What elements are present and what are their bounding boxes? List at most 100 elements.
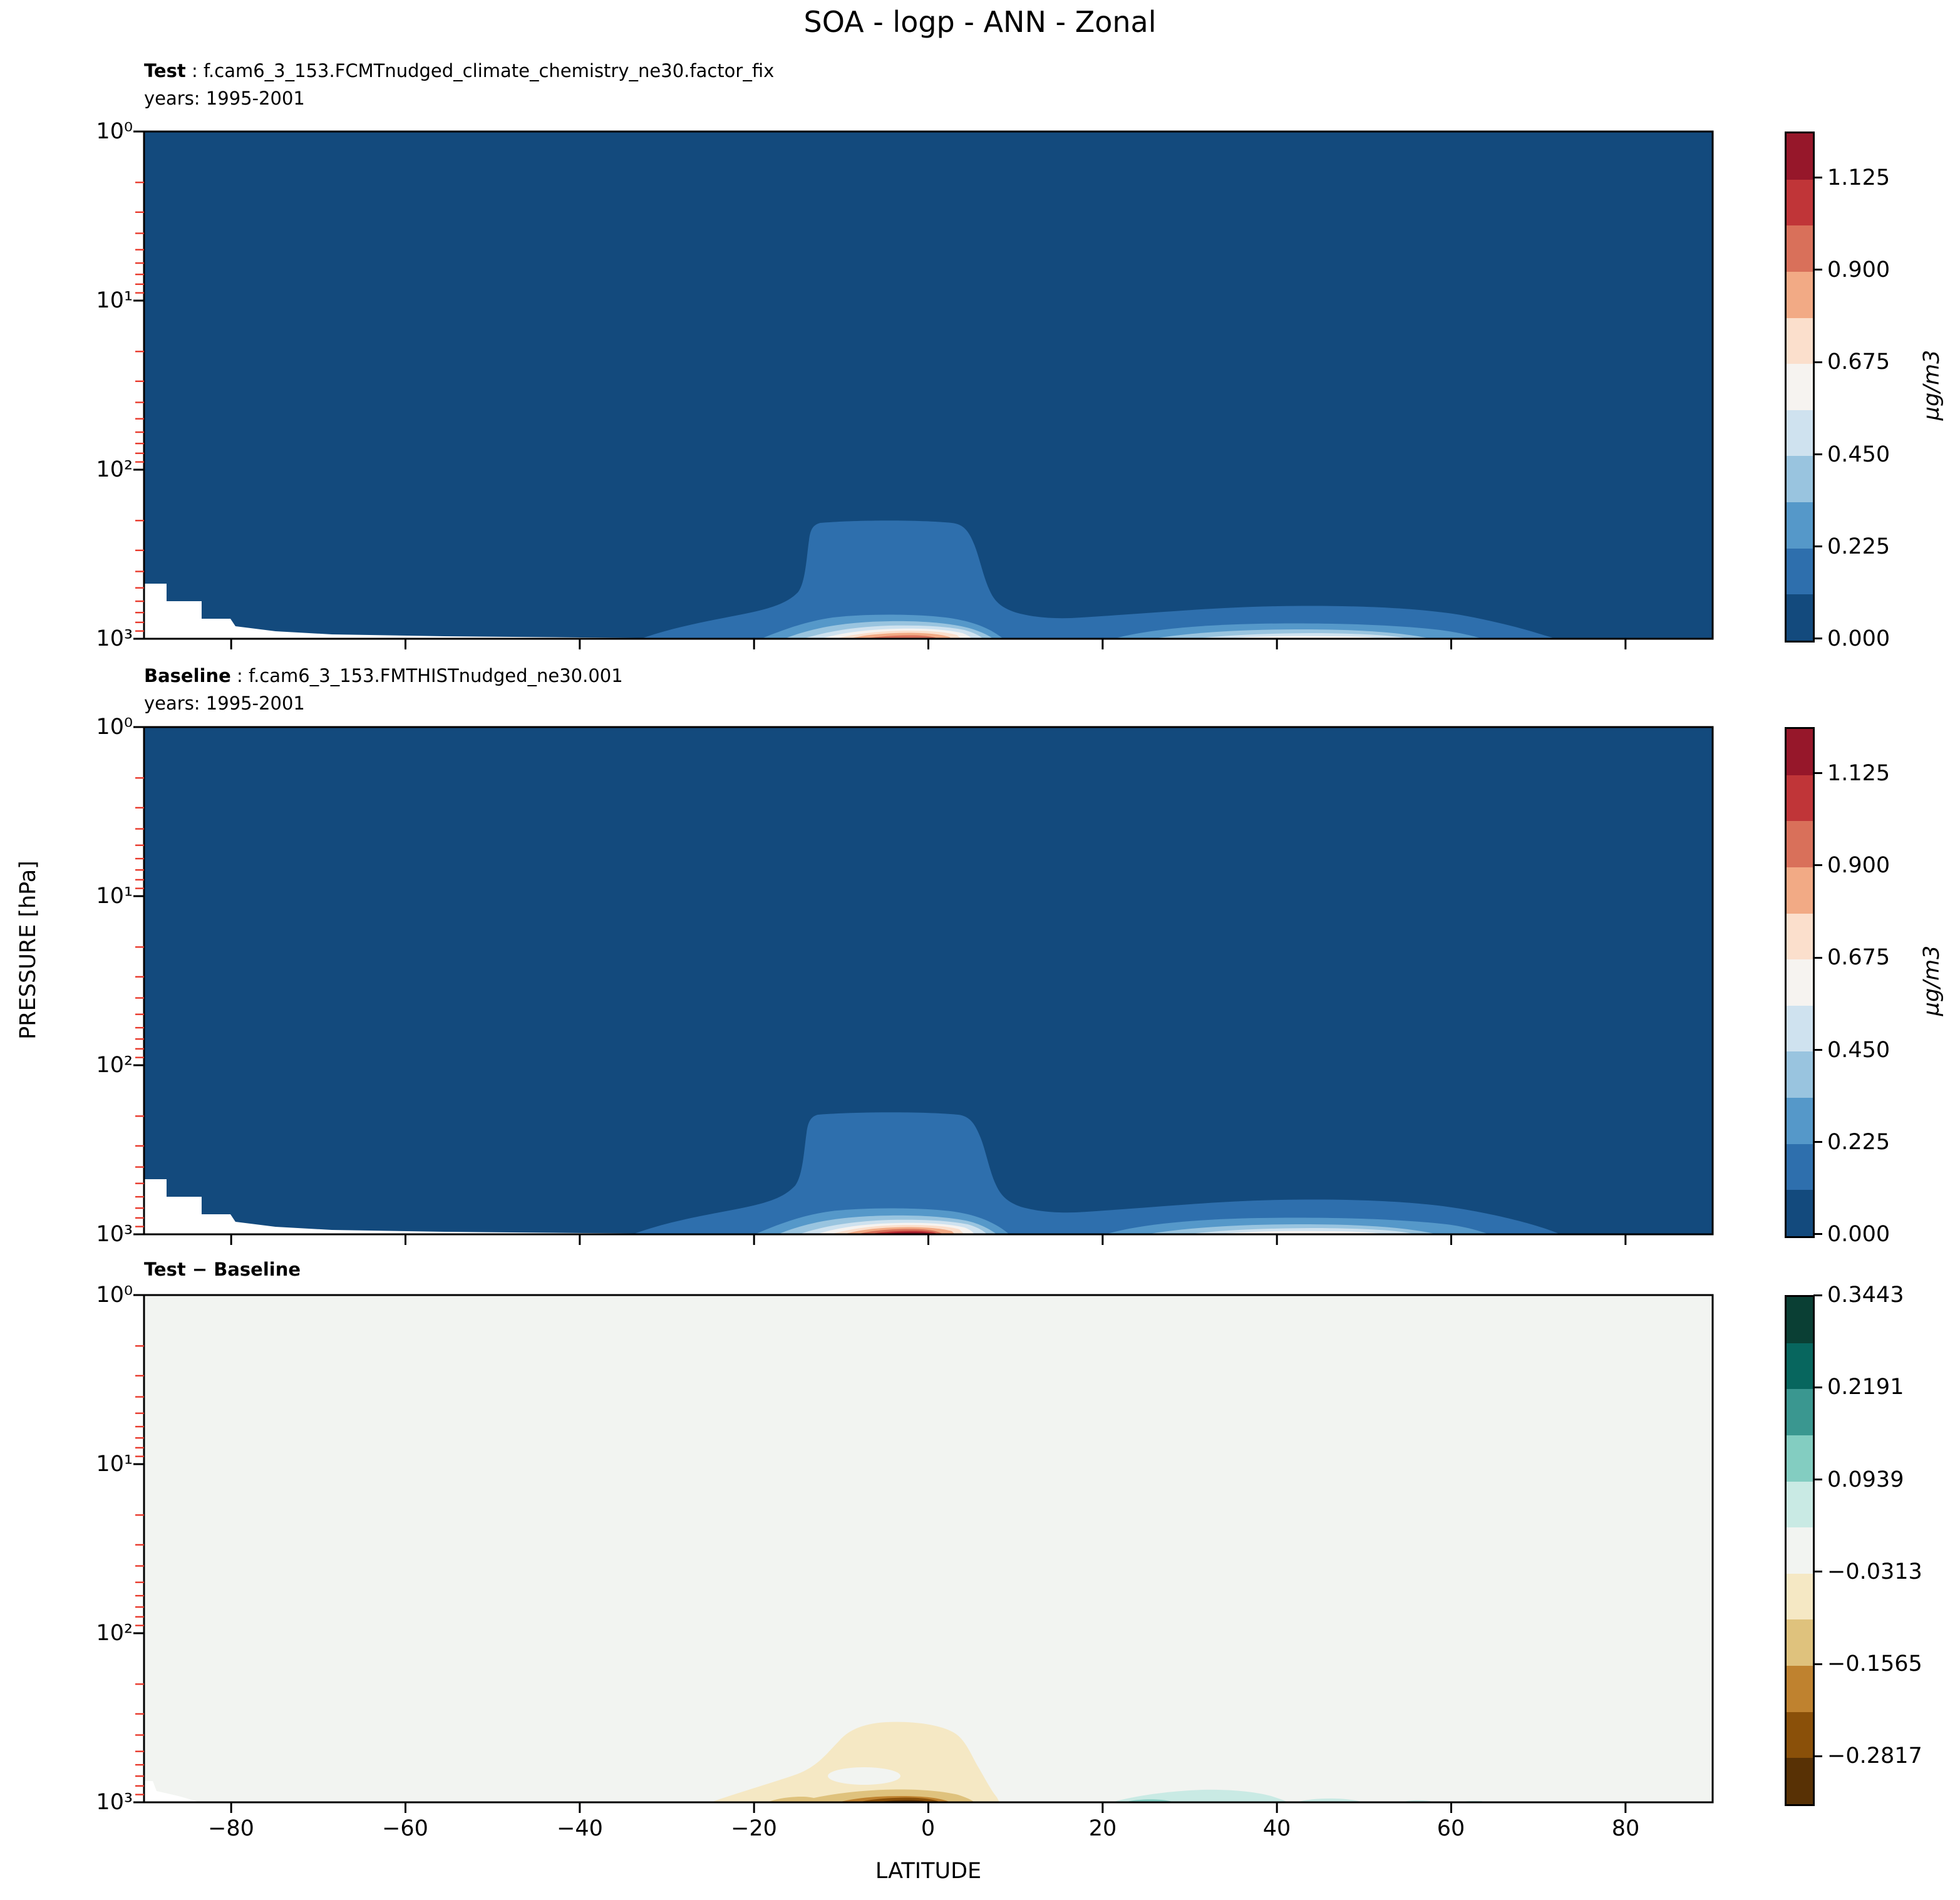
cb3-tickmark--0.0313 [1813, 1571, 1822, 1572]
panel2-years: years: 1995-2001 [144, 693, 305, 714]
panel1-header-bold: Test [144, 60, 186, 81]
cb1-tickmark-0.225 [1813, 545, 1822, 547]
panel2-header-rest: : f.cam6_3_153.FMTHISTnudged_ne30.001 [230, 665, 623, 686]
panel1-header: Test : f.cam6_3_153.FCMTnudged_climate_c… [144, 60, 774, 81]
p2-axis-ticks [133, 726, 1627, 1245]
colorbar-baseline [1785, 727, 1815, 1238]
xtick--40: −40 [557, 1816, 603, 1841]
cb2-band-10 [1787, 729, 1813, 775]
p3-ytick-1: 10⁰ [96, 1283, 133, 1308]
cb1-unit-label: µg/m3 [1919, 349, 1944, 421]
panel2-baseline-contour-plot [133, 726, 1714, 1245]
cb1-tickmark-0.675 [1813, 361, 1822, 363]
cb2-band-8 [1787, 821, 1813, 867]
cb3-band-7 [1787, 1435, 1813, 1482]
cb2-unit-label: µg/m3 [1919, 945, 1944, 1016]
p1-ytick-1000: 10³ [96, 626, 133, 651]
cb2-band-7 [1787, 867, 1813, 914]
cb2-band-9 [1787, 775, 1813, 822]
cb3-band-5 [1787, 1527, 1813, 1574]
p2-terrain-mask [144, 1179, 720, 1234]
p1-terrain-mask [144, 584, 720, 639]
xtick--20: −20 [731, 1816, 777, 1841]
cb3-band-9 [1787, 1343, 1813, 1390]
cb1-tickmark-0.900 [1813, 269, 1822, 271]
cb1-band-4 [1787, 410, 1813, 457]
xtick-80: 80 [1611, 1816, 1640, 1841]
panel2-header: Baseline : f.cam6_3_153.FMTHISTnudged_ne… [144, 665, 623, 686]
cb1-tickmark-1.125 [1813, 177, 1822, 178]
cb2-band-2 [1787, 1098, 1813, 1144]
p2-ytick-100: 10² [96, 1053, 133, 1078]
p2-contour-band-1 [632, 1112, 1560, 1234]
cb2-band-1 [1787, 1144, 1813, 1190]
xtick-20: 20 [1088, 1816, 1117, 1841]
panel1-years: years: 1995-2001 [144, 88, 305, 109]
xtick-40: 40 [1262, 1816, 1291, 1841]
p2-ytick-1: 10⁰ [96, 715, 133, 740]
xtick--80: −80 [208, 1816, 254, 1841]
cb2-label-0.000: 0.000 [1827, 1222, 1890, 1247]
p3-ytick-1000: 10³ [96, 1790, 133, 1815]
cb1-band-7 [1787, 271, 1813, 318]
cb3-band-6 [1787, 1481, 1813, 1528]
p1-contour-band-1 [641, 520, 1556, 639]
cb3-band-10 [1787, 1297, 1813, 1343]
cb3-tickmark-0.3443 [1813, 1294, 1822, 1296]
cb2-band-6 [1787, 913, 1813, 960]
panel3-header: Test − Baseline [144, 1259, 301, 1280]
cb3-band-3 [1787, 1619, 1813, 1666]
xtick-0: 0 [921, 1816, 936, 1841]
cb2-label-0.675: 0.675 [1827, 945, 1890, 970]
panel1-test-contour-plot [133, 130, 1714, 649]
p3-axis-ticks [133, 1294, 1627, 1813]
cb2-label-0.900: 0.900 [1827, 853, 1890, 878]
cb1-band-1 [1787, 548, 1813, 595]
cb1-band-2 [1787, 502, 1813, 549]
cb1-band-0 [1787, 594, 1813, 641]
cb3-label--0.2817: −0.2817 [1827, 1743, 1922, 1768]
cb2-tickmark-0.900 [1813, 864, 1822, 866]
panel3-header-bold: Test − Baseline [144, 1259, 301, 1280]
cb2-tickmark-0.225 [1813, 1141, 1822, 1143]
xtick--60: −60 [382, 1816, 428, 1841]
p1-ytick-10: 10¹ [96, 288, 133, 313]
p3-ytick-10: 10¹ [96, 1452, 133, 1477]
p3-neg-band-3-left [767, 1797, 822, 1802]
p3-ring-hole [828, 1767, 900, 1785]
cb1-band-9 [1787, 179, 1813, 226]
p2-ytick-10: 10¹ [96, 884, 133, 909]
cb1-label-0.900: 0.900 [1827, 257, 1890, 282]
cb3-label-0.2191: 0.2191 [1827, 1375, 1904, 1400]
panel3-difference-contour-plot [133, 1294, 1714, 1813]
cb1-tickmark-0.450 [1813, 453, 1822, 455]
cb3-label--0.1565: −0.1565 [1827, 1651, 1922, 1676]
cb1-band-5 [1787, 364, 1813, 410]
cb1-band-6 [1787, 318, 1813, 364]
cb2-tickmark-0.450 [1813, 1049, 1822, 1051]
cb2-band-4 [1787, 1005, 1813, 1052]
cb2-tickmark-1.125 [1813, 772, 1822, 774]
cb1-label-1.125: 1.125 [1827, 165, 1890, 190]
p1-ytick-1: 10⁰ [96, 119, 133, 144]
p1-ytick-100: 10² [96, 457, 133, 482]
cb3-band-8 [1787, 1389, 1813, 1435]
cb2-tickmark-0.675 [1813, 957, 1822, 959]
cb1-label-0.450: 0.450 [1827, 442, 1890, 467]
panel2-header-bold: Baseline [144, 665, 231, 686]
figure-title: SOA - logp - ANN - Zonal [803, 5, 1157, 39]
cb3-label--0.0313: −0.0313 [1827, 1559, 1922, 1584]
cb3-band-4 [1787, 1573, 1813, 1620]
cb2-tickmark-0.000 [1813, 1233, 1822, 1235]
cb1-band-10 [1787, 133, 1813, 180]
cb3-label-0.0939: 0.0939 [1827, 1467, 1904, 1492]
cb2-band-3 [1787, 1051, 1813, 1098]
cb3-band-0 [1787, 1758, 1813, 1805]
p3-field-background [144, 1295, 1713, 1802]
cb3-tickmark--0.1565 [1813, 1663, 1822, 1665]
cb1-tickmark-0.000 [1813, 638, 1822, 639]
cb2-label-1.125: 1.125 [1827, 761, 1890, 786]
p3-ytick-100: 10² [96, 1621, 133, 1646]
cb3-tickmark--0.2817 [1813, 1755, 1822, 1757]
